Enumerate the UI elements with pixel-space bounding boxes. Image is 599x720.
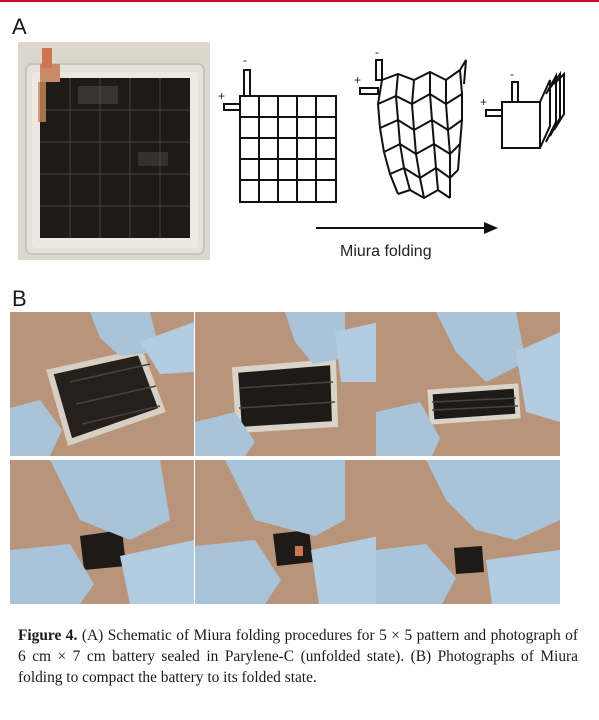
unfolded-grid-diagram (223, 69, 337, 203)
partially-folded-diagram (359, 59, 467, 200)
negative-terminal-label-2: - (375, 45, 379, 59)
unfolded-battery-photo (18, 42, 210, 260)
folding-direction-arrow (316, 222, 498, 234)
header-rule (0, 0, 599, 2)
caption-text: (A) Schematic of Miura folding procedure… (18, 627, 578, 686)
negative-terminal-label-3: - (510, 67, 514, 81)
miura-folding-schematic: + - + - (212, 44, 594, 270)
folding-step-photo-5 (195, 460, 379, 604)
negative-terminal-label-1: - (243, 53, 247, 67)
folding-step-photo-4 (10, 460, 194, 604)
positive-terminal-label-2: + (354, 73, 361, 87)
panel-label-a: A (12, 14, 27, 39)
folding-step-photo-6 (376, 460, 560, 604)
miura-folding-label: Miura folding (340, 243, 432, 260)
positive-terminal-label-3: + (480, 95, 487, 109)
panel-label-b: B (12, 286, 27, 311)
figure-number: Figure 4. (18, 627, 78, 644)
folding-step-photo-2 (195, 312, 379, 456)
positive-terminal-label-1: + (218, 89, 225, 103)
folding-step-photo-1 (10, 312, 194, 456)
folding-step-photo-3 (376, 312, 560, 456)
figure-caption: Figure 4. (A) Schematic of Miura folding… (18, 625, 578, 688)
folded-stack-diagram (485, 70, 565, 149)
